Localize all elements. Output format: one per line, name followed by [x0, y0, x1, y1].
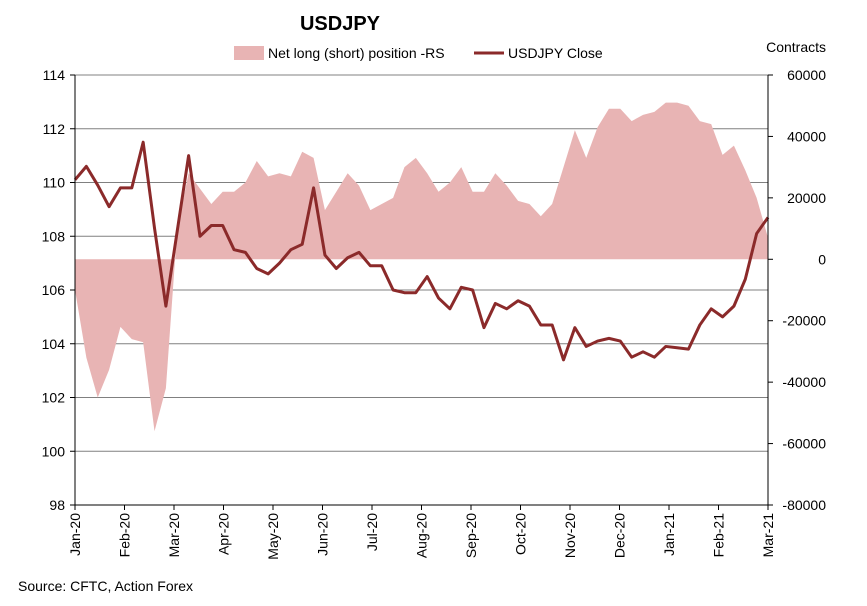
- net-position-area: [75, 102, 768, 432]
- x-tick-label: Dec-20: [612, 513, 628, 558]
- legend-label-area: Net long (short) position -RS: [268, 45, 445, 61]
- x-tick-label: Mar-20: [166, 513, 182, 558]
- right-tick-label: -20000: [782, 313, 826, 329]
- x-tick-label: Oct-20: [513, 513, 529, 555]
- x-tick-label: May-20: [265, 513, 281, 560]
- right-tick-label: 20000: [787, 190, 826, 206]
- x-tick-label: Jun-20: [315, 513, 331, 556]
- left-axis-ticks: 98 100 102 104 106 108 110 112 114: [42, 67, 66, 513]
- left-tick-label: 112: [43, 121, 66, 137]
- chart-title: USDJPY: [300, 13, 381, 35]
- right-tick-label: -80000: [782, 497, 826, 513]
- x-tick-label: Sep-20: [463, 513, 479, 558]
- usdjpy-close-line: [73, 140, 770, 362]
- left-tick-label: 98: [49, 497, 65, 513]
- source-note: Source: CFTC, Action Forex: [18, 578, 193, 594]
- left-tick-label: 100: [42, 443, 66, 459]
- x-axis-ticks: Jan-20 Feb-20 Mar-20 Apr-20 May-20 Jun-20 Jul-…: [67, 513, 776, 560]
- right-axis-title: Contracts: [766, 39, 826, 55]
- right-tick-label: 0: [818, 251, 826, 267]
- x-tick-label: Jan-21: [661, 513, 677, 556]
- series-area-layer: [75, 102, 768, 432]
- x-tick-label: Feb-20: [117, 513, 133, 558]
- right-tick-label: -60000: [782, 436, 826, 452]
- legend: Net long (short) position -RS USDJPY Clo…: [234, 45, 603, 61]
- right-axis-ticks: -80000 -60000 -40000 -20000 0 20000 40000 60000: [782, 67, 826, 513]
- right-tick-label: 40000: [787, 128, 826, 144]
- left-tick-label: 106: [42, 282, 66, 298]
- right-tick-label: -40000: [782, 374, 826, 390]
- x-tick-label: Aug-20: [414, 513, 430, 558]
- legend-label-line: USDJPY Close: [508, 45, 603, 61]
- left-tick-label: 108: [42, 228, 66, 244]
- left-tick-label: 104: [42, 336, 66, 352]
- left-tick-label: 110: [43, 175, 66, 191]
- left-tick-label: 102: [42, 390, 66, 406]
- series-line-layer: [73, 140, 770, 362]
- x-tick-label: Apr-20: [216, 513, 232, 555]
- left-tick-label: 114: [43, 67, 66, 83]
- x-tick-label: Nov-20: [562, 513, 578, 558]
- x-tick-label: Jan-20: [67, 513, 83, 556]
- x-tick-label: Feb-21: [711, 513, 727, 558]
- x-tick-label: Jul-20: [364, 513, 380, 551]
- right-tick-label: 60000: [787, 67, 826, 83]
- legend-swatch-area: [234, 46, 264, 60]
- axes: [70, 74, 773, 510]
- x-tick-label: Mar-21: [760, 513, 776, 558]
